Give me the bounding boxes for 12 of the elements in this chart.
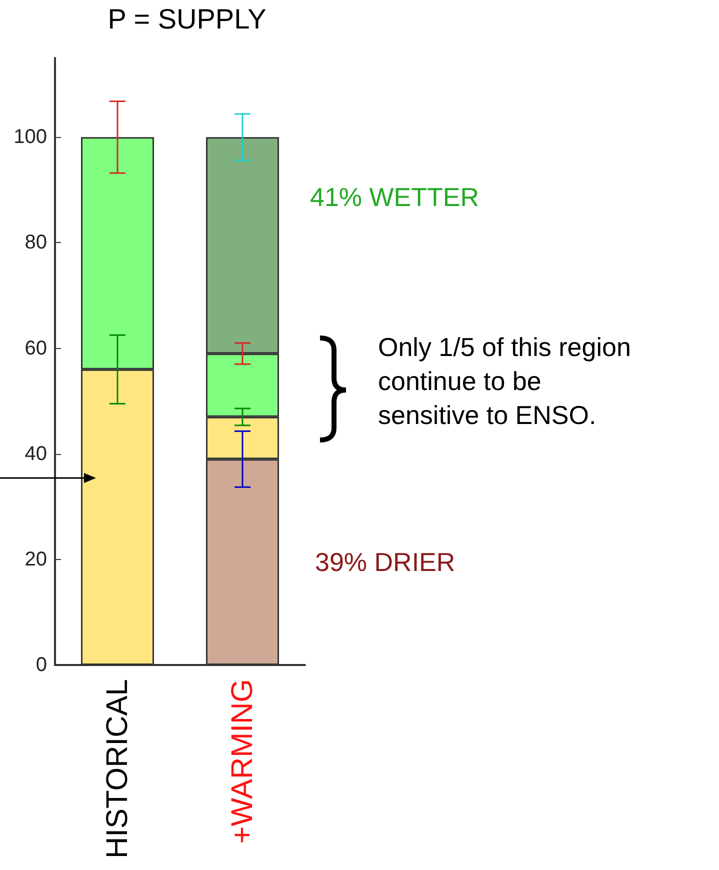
y-tick-label: 40	[24, 442, 47, 465]
x-tick-label: HISTORICAL	[101, 679, 134, 858]
text: Only 1/5 of this region continue to be sensitive to ENSO.	[378, 332, 631, 430]
y-tick-label: 0	[36, 654, 47, 676]
text: 39% DRIER	[315, 547, 456, 577]
chart-title: P = SUPPLY	[108, 4, 267, 34]
text: 41% WETTER	[310, 182, 480, 212]
y-tick-label: 100	[14, 126, 47, 148]
x-tick-label: +WARMING	[226, 679, 259, 844]
y-tick-label: 80	[24, 232, 47, 254]
y-tick-label: 20	[24, 548, 47, 570]
y-tick-label: 60	[24, 337, 47, 360]
